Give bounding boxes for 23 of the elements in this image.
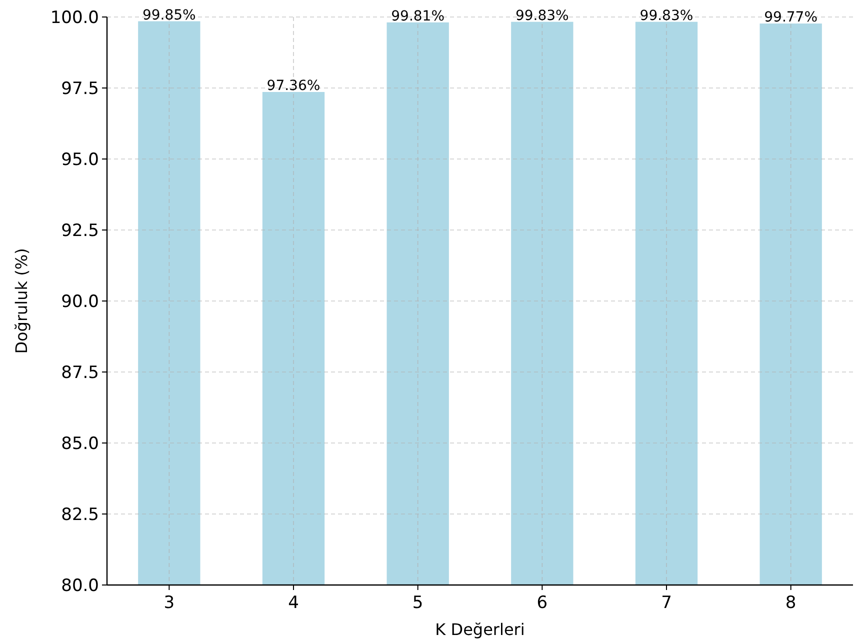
- data-label: 99.85%: [142, 7, 196, 24]
- x-tick-label: 5: [412, 593, 424, 613]
- x-tick-label: 3: [164, 593, 175, 613]
- x-tick-label: 7: [661, 593, 672, 613]
- data-label: 99.83%: [640, 8, 694, 24]
- y-tick-label: 82.5: [61, 504, 99, 525]
- y-tick-label: 90.0: [61, 292, 99, 312]
- y-tick-label: 95.0: [61, 150, 99, 170]
- y-tick-label: 87.5: [61, 362, 99, 383]
- y-tick-label: 92.5: [61, 220, 99, 241]
- x-tick-label: 4: [288, 593, 299, 613]
- y-tick-label: 80.0: [61, 576, 99, 596]
- y-tick-label: 85.0: [61, 434, 99, 454]
- data-label: 99.83%: [515, 8, 569, 24]
- data-label: 99.81%: [391, 8, 445, 24]
- data-label: 99.77%: [764, 10, 818, 26]
- y-tick-label: 100.0: [50, 8, 99, 28]
- data-label: 97.36%: [266, 78, 320, 94]
- x-tick-label: 6: [536, 593, 548, 613]
- y-axis-title: Doğruluk (%): [12, 248, 31, 354]
- y-tick-label: 97.5: [61, 78, 99, 99]
- x-axis-title: K Değerleri: [435, 620, 525, 639]
- x-tick-label: 8: [785, 593, 796, 613]
